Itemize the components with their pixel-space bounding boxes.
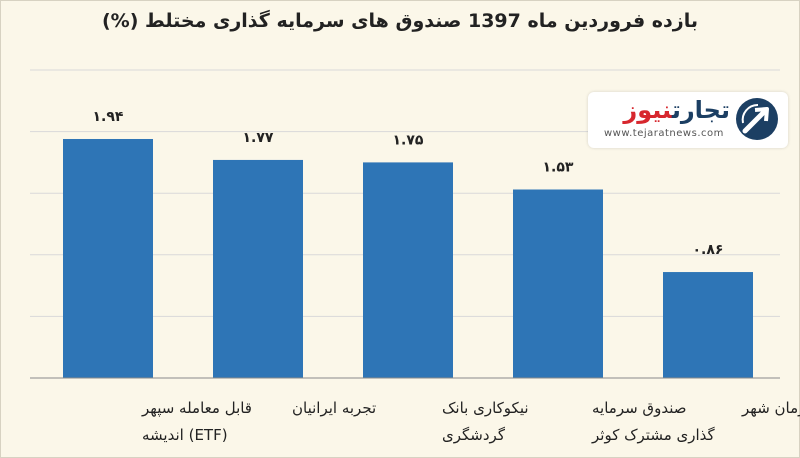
data-label: ۱.۹۴ bbox=[93, 109, 124, 125]
chart-title: بازده فروردین ماه 1397 صندوق های سرمایه … bbox=[102, 10, 698, 32]
category-label: نیکوکاری بانک bbox=[442, 399, 529, 417]
category-labels: قابل معامله سپهر (ETF) اندیشه تجربه ایرانی… bbox=[141, 399, 800, 444]
data-label: ۰.۸۶ bbox=[693, 242, 724, 258]
category-label: صندوق سرمایه bbox=[592, 399, 686, 417]
bar bbox=[513, 189, 603, 378]
category-label: (ETF) اندیشه bbox=[142, 426, 228, 444]
bar bbox=[63, 138, 153, 378]
data-label: ۱.۵۳ bbox=[543, 160, 574, 176]
category-label: قابل معامله سپهر bbox=[141, 399, 252, 418]
category-label: گذاری مشترک کوثر bbox=[591, 426, 716, 444]
logo-emblem-icon bbox=[736, 98, 778, 140]
category-label: گردشگری bbox=[442, 426, 506, 444]
bar bbox=[363, 162, 453, 378]
bar bbox=[663, 272, 753, 378]
logo-url: www.tejaratnews.com bbox=[604, 128, 724, 139]
category-label: مشترک آرمان شهر bbox=[741, 399, 800, 417]
logo-word-part2: نیوز bbox=[623, 96, 672, 124]
bars bbox=[63, 138, 753, 378]
watermark-logo: تجارتنیوز www.tejaratnews.com bbox=[588, 92, 788, 148]
bar bbox=[213, 159, 303, 378]
logo-wordmark: تجارتنیوز bbox=[623, 95, 730, 125]
data-labels: ۱.۹۴ ۱.۷۷ ۱.۷۵ ۱.۵۳ ۰.۸۶ bbox=[93, 109, 724, 258]
category-label: تجربه ایرانیان bbox=[292, 399, 376, 417]
data-label: ۱.۷۵ bbox=[393, 132, 424, 148]
data-label: ۱.۷۷ bbox=[243, 130, 274, 146]
logo-word-part1: تجارت bbox=[671, 96, 730, 124]
